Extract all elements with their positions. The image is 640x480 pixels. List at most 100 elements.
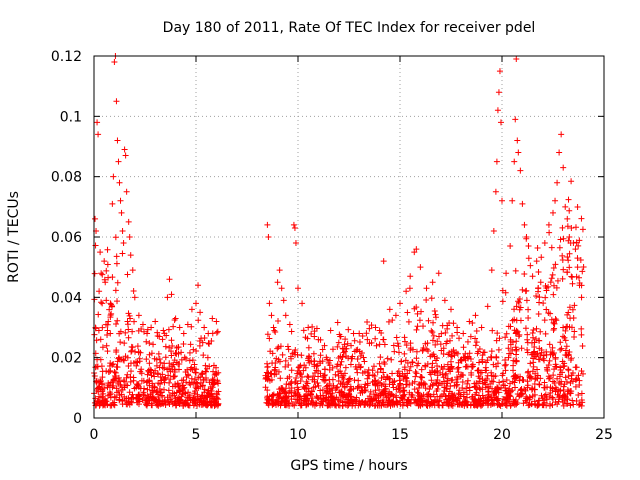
data-point <box>159 393 166 400</box>
data-point <box>334 319 341 326</box>
y-tick-label: 0.04 <box>51 290 82 306</box>
data-point <box>109 399 116 406</box>
data-point <box>288 328 295 335</box>
data-point <box>114 279 121 286</box>
data-point <box>560 324 567 331</box>
data-point <box>394 340 401 347</box>
data-point <box>155 350 162 357</box>
data-point <box>110 376 117 383</box>
data-point <box>329 390 336 397</box>
data-point <box>576 282 583 289</box>
data-point <box>494 360 501 367</box>
data-point <box>572 383 579 390</box>
data-point <box>356 339 363 345</box>
data-point <box>502 289 509 296</box>
data-point <box>578 325 585 332</box>
data-point <box>551 366 558 373</box>
data-point <box>140 389 147 396</box>
data-point <box>391 348 398 355</box>
data-point <box>548 316 555 323</box>
data-point <box>372 324 379 331</box>
data-point <box>505 354 512 361</box>
data-point <box>340 391 347 398</box>
data-point <box>327 327 334 334</box>
data-point <box>141 328 148 335</box>
y-tick-label: 0.02 <box>51 351 82 367</box>
data-point <box>565 196 572 203</box>
data-point <box>554 277 561 284</box>
data-point <box>573 239 580 246</box>
data-point <box>423 296 430 303</box>
data-point <box>448 363 455 370</box>
data-point <box>480 397 487 404</box>
data-point <box>191 397 198 404</box>
data-point <box>464 353 471 360</box>
data-point <box>453 374 460 381</box>
x-tick-label: 0 <box>90 427 99 443</box>
data-point <box>302 334 309 341</box>
data-point <box>301 385 308 392</box>
data-point <box>447 358 454 365</box>
data-point <box>356 383 363 390</box>
data-point <box>472 342 479 349</box>
data-point <box>456 387 463 394</box>
data-point <box>95 378 102 385</box>
data-point <box>490 227 497 234</box>
data-point <box>519 376 526 383</box>
data-point <box>406 367 413 374</box>
data-point <box>181 354 188 361</box>
data-point <box>428 377 435 384</box>
data-point <box>277 343 284 350</box>
data-point <box>556 373 563 380</box>
data-point <box>455 390 462 397</box>
data-point <box>91 372 98 379</box>
data-point <box>439 322 446 329</box>
data-point <box>130 374 137 381</box>
data-point <box>476 345 483 352</box>
data-point <box>489 400 496 407</box>
data-point <box>313 400 320 407</box>
data-point <box>347 393 354 400</box>
data-point <box>499 298 506 305</box>
data-point <box>119 227 126 234</box>
data-point <box>276 386 283 393</box>
data-point <box>377 354 384 361</box>
data-point <box>454 329 461 336</box>
data-point <box>524 331 531 338</box>
data-point <box>493 353 500 360</box>
data-point <box>168 348 174 355</box>
data-point <box>103 368 110 375</box>
data-point <box>527 262 534 269</box>
data-point <box>108 310 115 317</box>
data-point <box>376 327 383 334</box>
data-point <box>574 255 581 262</box>
data-point <box>447 383 454 390</box>
y-tick-label: 0.1 <box>60 109 82 125</box>
data-point <box>185 402 192 409</box>
data-point <box>534 366 541 373</box>
data-point <box>288 384 295 391</box>
data-point <box>547 279 554 286</box>
data-point <box>411 249 418 256</box>
data-point <box>537 328 544 335</box>
data-point <box>309 395 316 402</box>
data-point <box>557 236 564 243</box>
data-point <box>407 340 414 347</box>
data-point <box>506 350 513 357</box>
data-point <box>188 364 195 371</box>
data-point <box>420 323 427 330</box>
data-point <box>506 392 513 399</box>
data-point <box>488 369 495 376</box>
data-point <box>170 373 177 380</box>
data-point <box>496 68 503 75</box>
data-point <box>577 257 584 264</box>
data-point <box>99 271 106 278</box>
data-point <box>497 119 504 126</box>
data-point <box>174 396 181 403</box>
data-point <box>460 389 467 396</box>
data-point <box>131 318 138 325</box>
data-point <box>212 399 219 406</box>
data-point <box>546 357 553 364</box>
data-point <box>414 323 421 330</box>
data-point <box>512 344 519 351</box>
